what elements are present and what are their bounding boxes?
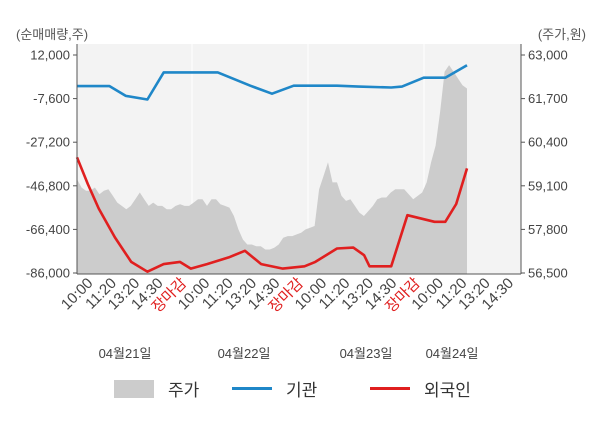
legend-item-price: 주가 xyxy=(114,376,199,401)
date-label: 04월22일 xyxy=(218,346,271,361)
left-tick-label: -27,200 xyxy=(26,135,70,150)
right-axis-unit: (주가,원) xyxy=(537,27,586,42)
left-axis: 12,000 -7,600 -27,200 -46,800 -66,400 -86,000 xyxy=(26,44,78,281)
legend-label-foreign: 외국인 xyxy=(424,381,471,400)
right-tick-label: 61,700 xyxy=(528,91,568,106)
line-layer xyxy=(75,64,469,274)
left-tick-label: 12,000 xyxy=(30,48,70,63)
right-tick-label: 59,100 xyxy=(528,178,568,193)
legend: 주가 기관 외국인 xyxy=(0,376,600,400)
legend-label-price: 주가 xyxy=(168,381,200,400)
left-tick-label: -86,000 xyxy=(26,266,70,281)
right-tick-label: 56,500 xyxy=(528,266,568,281)
price-area xyxy=(77,65,467,274)
price-area-layer xyxy=(77,65,467,274)
left-tick-label: -46,800 xyxy=(26,178,70,193)
left-axis-unit: (순매매량,주) xyxy=(16,27,89,42)
legend-swatch-institution xyxy=(232,387,272,390)
right-tick-label: 57,800 xyxy=(528,222,568,237)
right-tick-label: 60,400 xyxy=(528,135,568,150)
date-label: 04월21일 xyxy=(99,346,152,361)
legend-label-institution: 기관 xyxy=(286,381,318,400)
date-labels: 04월21일 04월22일 04월23일 04월24일 xyxy=(99,346,479,361)
legend-swatch-foreign xyxy=(370,387,410,390)
left-tick-label: -66,400 xyxy=(26,222,70,237)
left-tick-label: -7,600 xyxy=(33,91,70,106)
right-tick-label: 63,000 xyxy=(528,48,568,63)
date-label: 04월23일 xyxy=(340,346,393,361)
date-label: 04월24일 xyxy=(426,346,479,361)
legend-item-institution: 기관 xyxy=(232,376,317,401)
x-axis: 10:0011:2013:2014:30장마감10:0011:2013:2014… xyxy=(58,273,521,316)
right-axis: 63,000 61,700 60,400 59,100 57,800 56,500 xyxy=(520,44,568,281)
legend-swatch-price xyxy=(114,379,154,398)
legend-item-foreign: 외국인 xyxy=(370,376,471,401)
institution-line xyxy=(77,64,468,101)
foreign-line xyxy=(75,156,469,274)
